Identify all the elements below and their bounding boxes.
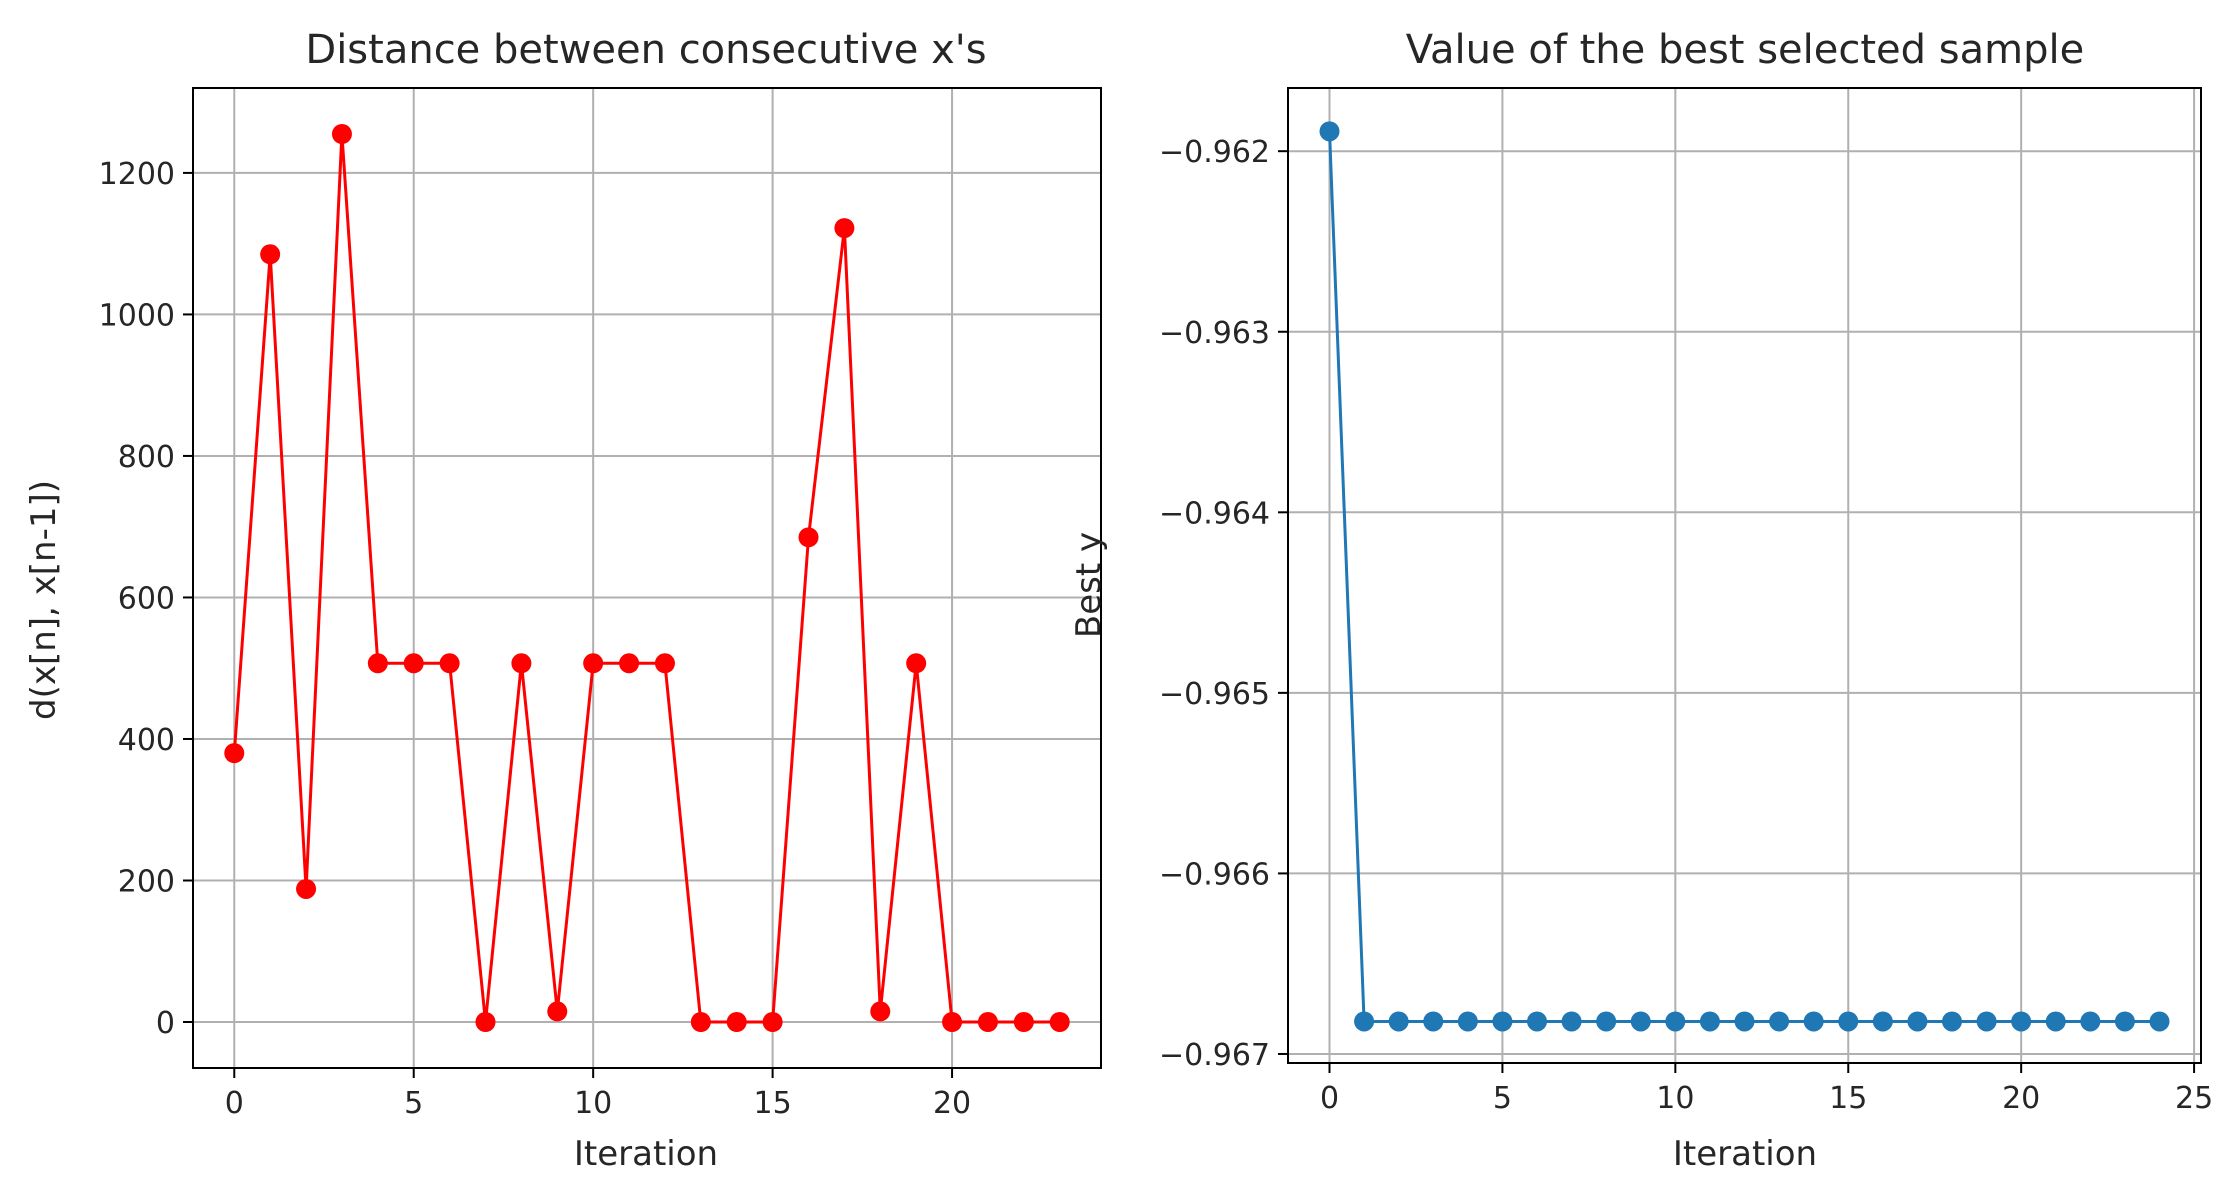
distance-series-line-0 xyxy=(232,133,1060,1024)
distance-ytick-label-3: 600 xyxy=(118,581,175,616)
distance-xtick-label-4: 20 xyxy=(933,1086,971,1121)
distance-chart-ylabel: d(x[n], x[n-1]) xyxy=(24,480,64,720)
distance-point-4 xyxy=(367,653,388,674)
distance-point-2 xyxy=(296,878,317,899)
best-sample-point-21 xyxy=(2045,1011,2066,1032)
best-sample-point-5 xyxy=(1492,1011,1513,1032)
best-sample-xtick-label-0: 0 xyxy=(1320,1081,1339,1116)
distance-chart-xlabel: Iteration xyxy=(574,1134,718,1174)
best-sample-point-1 xyxy=(1354,1011,1375,1032)
best-sample-point-10 xyxy=(1665,1011,1686,1032)
best-sample-xtick-label-1: 5 xyxy=(1493,1081,1512,1116)
distance-ytick-label-2: 400 xyxy=(118,723,175,758)
distance-xtick-label-0: 0 xyxy=(225,1086,244,1121)
best-sample-chart-xlabel: Iteration xyxy=(1673,1134,1817,1174)
best-sample-point-20 xyxy=(2011,1011,2032,1032)
best-sample-ytick-label-5: −0.967 xyxy=(1159,1038,1270,1073)
distance-point-0 xyxy=(224,743,245,764)
distance-gridlines xyxy=(193,88,1101,1068)
best-sample-xtick-label-2: 10 xyxy=(1656,1081,1694,1116)
best-sample-axes-frame xyxy=(1287,87,2202,1064)
best-sample-ytick-label-3: −0.965 xyxy=(1159,677,1270,712)
distance-point-14 xyxy=(726,1012,747,1033)
distance-point-9 xyxy=(547,1001,568,1022)
best-sample-xtick-label-5: 25 xyxy=(2175,1081,2213,1116)
best-sample-point-7 xyxy=(1561,1011,1582,1032)
distance-ytick-label-6: 1200 xyxy=(99,157,175,192)
distance-point-22 xyxy=(1013,1012,1034,1033)
distance-chart-title: Distance between consecutive x's xyxy=(305,27,986,73)
distance-point-21 xyxy=(977,1012,998,1033)
best-sample-chart-ylabel: Best y xyxy=(1069,532,1109,638)
distance-ytick-label-0: 0 xyxy=(156,1006,175,1041)
distance-chart: Distance between consecutive x's Iterati… xyxy=(24,27,1102,1174)
distance-xtick-label-2: 10 xyxy=(574,1086,612,1121)
distance-point-8 xyxy=(511,653,532,674)
distance-point-23 xyxy=(1049,1012,1070,1033)
best-sample-point-14 xyxy=(1803,1011,1824,1032)
best-sample-point-16 xyxy=(1872,1011,1893,1032)
distance-point-15 xyxy=(762,1012,783,1033)
best-sample-point-6 xyxy=(1527,1011,1547,1032)
best-sample-xtick-label-4: 20 xyxy=(2002,1081,2040,1116)
best-sample-point-2 xyxy=(1388,1011,1409,1032)
best-sample-point-23 xyxy=(2114,1011,2135,1032)
distance-ytick-label-5: 1000 xyxy=(99,298,175,333)
best-sample-point-13 xyxy=(1769,1011,1790,1032)
distance-point-17 xyxy=(834,218,855,239)
distance-xtick-label-1: 5 xyxy=(404,1086,423,1121)
distance-point-13 xyxy=(690,1012,711,1033)
best-sample-point-4 xyxy=(1457,1011,1478,1032)
distance-point-16 xyxy=(798,527,819,548)
distance-point-6 xyxy=(439,653,460,674)
distance-point-7 xyxy=(475,1012,496,1033)
best-sample-point-12 xyxy=(1734,1011,1755,1032)
distance-ytick-label-4: 800 xyxy=(118,440,175,475)
best-sample-point-15 xyxy=(1838,1011,1859,1032)
best-sample-point-9 xyxy=(1630,1011,1651,1032)
distance-point-1 xyxy=(260,244,281,265)
distance-point-12 xyxy=(654,653,675,674)
best-sample-gridlines xyxy=(1288,88,2201,1063)
best-sample-point-11 xyxy=(1699,1011,1720,1032)
best-sample-point-19 xyxy=(1976,1011,1997,1032)
distance-point-11 xyxy=(619,653,640,674)
best-sample-point-22 xyxy=(2080,1011,2101,1032)
distance-point-20 xyxy=(942,1012,963,1033)
distance-ytick-label-1: 200 xyxy=(118,864,175,899)
best-sample-point-0 xyxy=(1319,121,1340,142)
distance-point-19 xyxy=(906,653,927,674)
best-sample-ytick-label-4: −0.966 xyxy=(1159,857,1270,892)
best-sample-point-18 xyxy=(1942,1011,1962,1032)
best-sample-point-8 xyxy=(1596,1011,1617,1032)
best-sample-chart: Value of the best selected sample Iterat… xyxy=(1069,27,2213,1174)
distance-point-3 xyxy=(331,123,352,144)
distance-xtick-label-3: 15 xyxy=(754,1086,792,1121)
best-sample-point-3 xyxy=(1423,1011,1444,1032)
best-sample-xtick-label-3: 15 xyxy=(1829,1081,1867,1116)
best-sample-ytick-label-1: −0.963 xyxy=(1159,316,1270,351)
best-sample-point-24 xyxy=(2149,1011,2170,1032)
best-sample-chart-title: Value of the best selected sample xyxy=(1406,27,2084,73)
best-sample-point-17 xyxy=(1907,1011,1928,1032)
distance-point-10 xyxy=(583,653,604,674)
best-sample-ytick-label-0: −0.962 xyxy=(1159,135,1270,170)
best-sample-ytick-label-2: −0.964 xyxy=(1159,496,1270,531)
distance-point-5 xyxy=(403,653,424,674)
distance-axes-frame xyxy=(192,87,1102,1069)
distance-point-18 xyxy=(870,1001,891,1022)
